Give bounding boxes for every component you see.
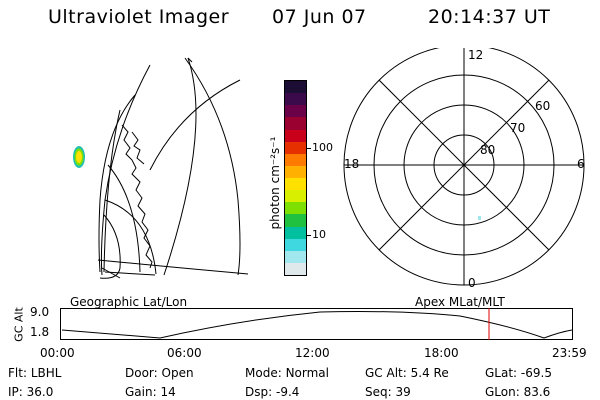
apex-label: Apex MLat/MLT [415, 295, 505, 309]
colorbar-segment [285, 238, 306, 251]
info-gcalt-value: 5.4 Re [410, 366, 449, 380]
latitude-line [104, 271, 156, 276]
gc-alt-tick-9: 9.0 [30, 305, 50, 319]
colorbar-segment [285, 262, 306, 275]
time-label: 20:14:37 UT [428, 6, 551, 28]
latitude-line [101, 267, 121, 279]
mlt-label-18: 18 [344, 157, 360, 171]
polar-speck [478, 216, 481, 220]
info-door-key: Door: [125, 366, 158, 380]
x-tick-1200: 12:00 [295, 346, 330, 360]
colorbar-unit-label: photon cm⁻²s⁻¹ [268, 136, 282, 230]
meridian-line [163, 57, 197, 276]
meridian-line [103, 109, 121, 273]
mlat-label-80: 80 [480, 143, 496, 157]
info-glon-key: GLon: [485, 385, 520, 399]
latitude-line [99, 214, 121, 279]
meridian-line [98, 94, 136, 273]
colorbar [284, 80, 307, 276]
info-mode: Mode: Normal [245, 366, 329, 380]
colorbar-segment [285, 93, 306, 106]
info-gcalt: GC Alt: 5.4 Re [365, 366, 449, 380]
info-gain-key: Gain: [125, 385, 157, 399]
coastline [187, 57, 193, 63]
info-seq-value: 39 [395, 385, 411, 399]
latitude-line [97, 259, 249, 275]
colorbar-segment [285, 141, 306, 154]
colorbar-segment [285, 153, 306, 166]
info-door: Door: Open [125, 366, 194, 380]
colorbar-segment [285, 117, 306, 130]
info-flt-key: Flt: [8, 366, 27, 380]
info-flt-value: LBHL [30, 366, 62, 380]
mlt-label-6: 6 [577, 157, 585, 171]
colorbar-segment [285, 226, 306, 239]
colorbar-segment [285, 214, 306, 227]
colorbar-segment [285, 165, 306, 178]
info-seq-key: Seq: [365, 385, 392, 399]
mlat-label-60: 60 [535, 99, 551, 113]
info-seq: Seq: 39 [365, 385, 411, 399]
mlt-label-12: 12 [468, 48, 484, 62]
geographic-label: Geographic Lat/Lon [70, 295, 188, 309]
colorbar-tick-mark [306, 148, 311, 149]
info-dsp-key: Dsp: [245, 385, 273, 399]
colorbar-segment [285, 81, 306, 94]
info-glat-key: GLat: [485, 366, 518, 380]
colorbar-tick-100: 100 [312, 141, 333, 154]
x-tick-0000: 00:00 [40, 346, 75, 360]
gc-alt-axis-label: GC Alt [12, 307, 26, 342]
info-gain-value: 14 [160, 385, 176, 399]
coastline [131, 131, 145, 165]
meridian-line [104, 199, 157, 275]
info-flt: Flt: LBHL [8, 366, 61, 380]
info-dsp: Dsp: -9.4 [245, 385, 299, 399]
info-ip-value: 36.0 [26, 385, 54, 399]
info-ip: IP: 36.0 [8, 385, 53, 399]
coastline [121, 124, 153, 269]
colorbar-segment [285, 250, 306, 263]
info-door-value: Open [161, 366, 194, 380]
info-gain: Gain: 14 [125, 385, 176, 399]
info-glon-value: 83.6 [523, 385, 551, 399]
date-label: 07 Jun 07 [272, 6, 367, 28]
plot-frame [60, 308, 573, 340]
x-tick-2359: 23:59 [552, 346, 587, 360]
diagonal-line [378, 79, 550, 251]
info-ip-key: IP: [8, 385, 23, 399]
mlt-label-0: 0 [468, 276, 476, 290]
colorbar-segment [285, 105, 306, 118]
meridian-line [100, 64, 151, 276]
gc-alt-plot [60, 308, 573, 340]
x-tick-1800: 18:00 [424, 346, 459, 360]
geographic-map [73, 57, 249, 279]
colorbar-segment [285, 190, 306, 203]
colorbar-tick-mark [306, 235, 311, 236]
emission-spot [73, 146, 85, 168]
info-dsp-value: -9.4 [275, 385, 300, 399]
info-mode-value: Normal [285, 366, 329, 380]
colorbar-tick-10: 10 [312, 228, 326, 241]
info-gcalt-key: GC Alt: [365, 366, 407, 380]
info-glat: GLat: -69.5 [485, 366, 552, 380]
info-glat-value: -69.5 [520, 366, 552, 380]
x-tick-0600: 06:00 [167, 346, 202, 360]
instrument-title: Ultraviolet Imager [48, 6, 230, 28]
colorbar-segment [285, 202, 306, 215]
polar-plot [343, 48, 585, 286]
meridian-line [184, 57, 241, 276]
colorbar-segment [285, 178, 306, 191]
gc-alt-tick-1-8: 1.8 [30, 325, 50, 339]
meridian-line [107, 164, 141, 273]
info-mode-key: Mode: [245, 366, 282, 380]
gc-alt-curve [61, 311, 573, 339]
latitude-line [149, 79, 241, 171]
mlat-label-70: 70 [510, 121, 526, 135]
colorbar-segment [285, 129, 306, 142]
info-glon: GLon: 83.6 [485, 385, 550, 399]
